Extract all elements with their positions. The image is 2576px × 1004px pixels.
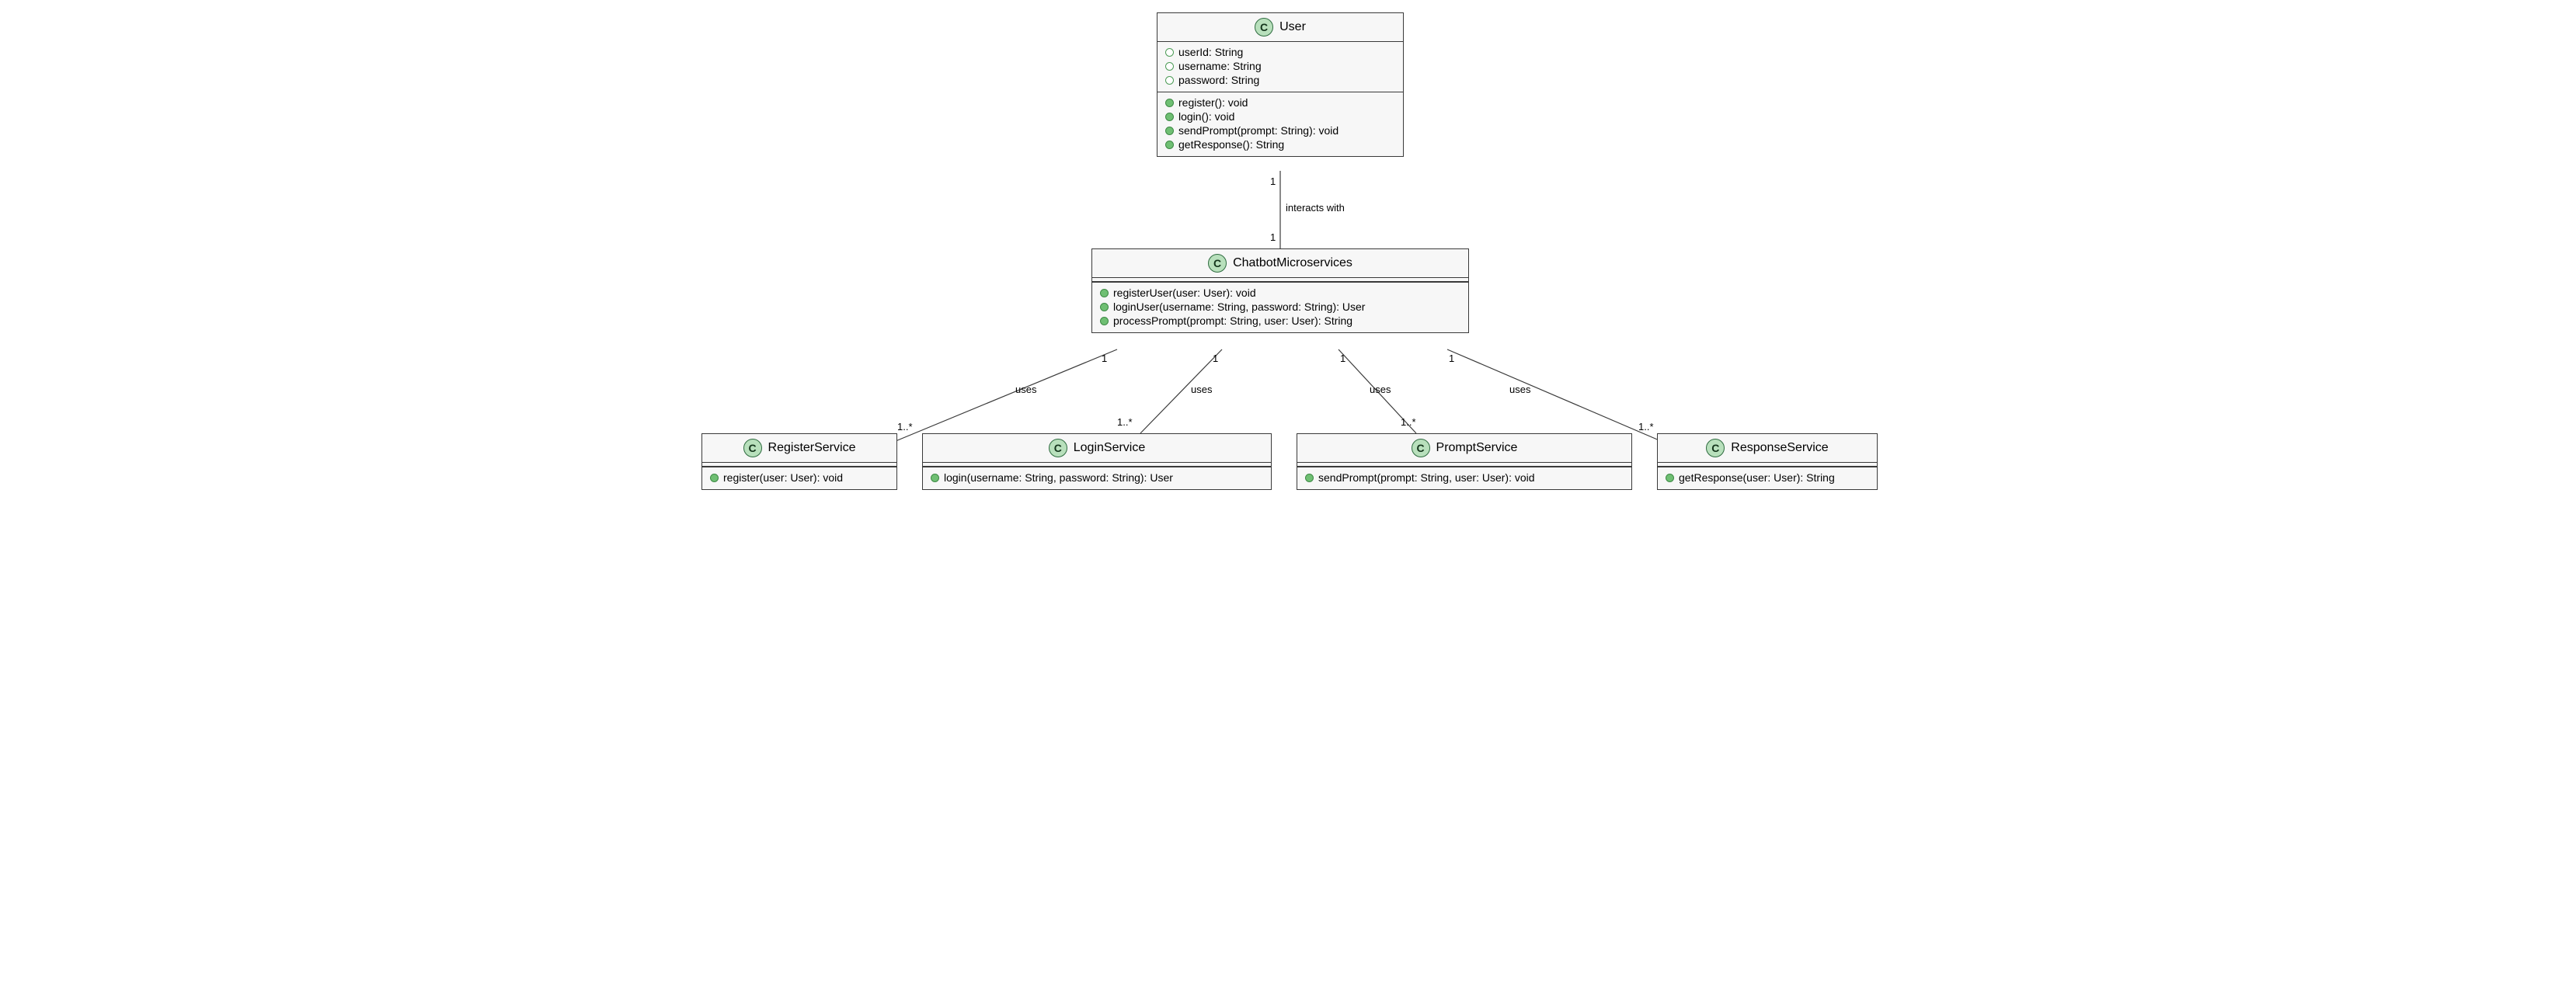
visibility-public-icon bbox=[1100, 289, 1109, 297]
visibility-public-icon bbox=[931, 474, 939, 482]
class-prompt-service: C PromptService sendPrompt(prompt: Strin… bbox=[1297, 433, 1632, 490]
op-text: register(user: User): void bbox=[723, 471, 843, 484]
class-ops: sendPrompt(prompt: String, user: User): … bbox=[1297, 467, 1631, 489]
visibility-private-icon bbox=[1165, 76, 1174, 85]
class-chatbot-microservices: C ChatbotMicroservices registerUser(user… bbox=[1091, 248, 1469, 333]
op: register(): void bbox=[1165, 96, 1395, 109]
class-stereotype-icon: C bbox=[1255, 18, 1273, 36]
edge-label-uses-login: uses bbox=[1191, 384, 1212, 395]
class-name: RegisterService bbox=[768, 441, 856, 455]
class-ops: registerUser(user: User): void loginUser… bbox=[1092, 282, 1468, 332]
op: processPrompt(prompt: String, user: User… bbox=[1100, 314, 1460, 328]
attr-text: username: String bbox=[1178, 60, 1262, 72]
class-ops: register(): void login(): void sendPromp… bbox=[1157, 92, 1403, 156]
op-text: loginUser(username: String, password: St… bbox=[1113, 301, 1365, 313]
class-header: C ResponseService bbox=[1658, 434, 1877, 463]
attr: userId: String bbox=[1165, 45, 1395, 59]
op: login(): void bbox=[1165, 109, 1395, 123]
op: getResponse(): String bbox=[1165, 137, 1395, 151]
visibility-public-icon bbox=[1666, 474, 1674, 482]
class-name: ChatbotMicroservices bbox=[1233, 256, 1352, 270]
op: getResponse(user: User): String bbox=[1666, 471, 1869, 485]
visibility-public-icon bbox=[1100, 303, 1109, 311]
attr: username: String bbox=[1165, 59, 1395, 73]
class-name: User bbox=[1279, 20, 1306, 34]
class-name: LoginService bbox=[1074, 441, 1146, 455]
op: loginUser(username: String, password: St… bbox=[1100, 300, 1460, 314]
mult-prompt-2: 1..* bbox=[1401, 416, 1416, 428]
class-header: C User bbox=[1157, 13, 1403, 42]
edge-label-uses-response: uses bbox=[1509, 384, 1530, 395]
op: registerUser(user: User): void bbox=[1100, 286, 1460, 300]
mult-response-2: 1..* bbox=[1638, 421, 1654, 433]
op: sendPrompt(prompt: String, user: User): … bbox=[1305, 471, 1624, 485]
edge-chatbot-register bbox=[896, 349, 1117, 441]
visibility-public-icon bbox=[1165, 99, 1174, 107]
op-text: processPrompt(prompt: String, user: User… bbox=[1113, 314, 1352, 327]
class-stereotype-icon: C bbox=[1049, 439, 1067, 457]
visibility-public-icon bbox=[1165, 127, 1174, 135]
class-header: C LoginService bbox=[923, 434, 1271, 463]
op-text: registerUser(user: User): void bbox=[1113, 287, 1256, 299]
visibility-public-icon bbox=[1305, 474, 1314, 482]
attr-text: userId: String bbox=[1178, 46, 1243, 58]
mult-login-2: 1..* bbox=[1117, 416, 1133, 428]
mult-register-1: 1 bbox=[1102, 353, 1107, 364]
class-ops: getResponse(user: User): String bbox=[1658, 467, 1877, 489]
attr-text: password: String bbox=[1178, 74, 1259, 86]
op-text: login(): void bbox=[1178, 110, 1234, 123]
class-header: C RegisterService bbox=[702, 434, 896, 463]
class-login-service: C LoginService login(username: String, p… bbox=[922, 433, 1272, 490]
op-text: register(): void bbox=[1178, 96, 1248, 109]
class-header: C ChatbotMicroservices bbox=[1092, 249, 1468, 278]
mult-user-chatbot-1: 1 bbox=[1270, 175, 1276, 187]
visibility-public-icon bbox=[1100, 317, 1109, 325]
visibility-private-icon bbox=[1165, 62, 1174, 71]
class-header: C PromptService bbox=[1297, 434, 1631, 463]
class-stereotype-icon: C bbox=[1412, 439, 1430, 457]
visibility-private-icon bbox=[1165, 48, 1174, 57]
op-text: getResponse(): String bbox=[1178, 138, 1284, 151]
op: sendPrompt(prompt: String): void bbox=[1165, 123, 1395, 137]
op-text: getResponse(user: User): String bbox=[1679, 471, 1835, 484]
mult-register-2: 1..* bbox=[897, 421, 913, 433]
class-stereotype-icon: C bbox=[1208, 254, 1227, 273]
class-ops: login(username: String, password: String… bbox=[923, 467, 1271, 489]
class-ops: register(user: User): void bbox=[702, 467, 896, 489]
class-register-service: C RegisterService register(user: User): … bbox=[701, 433, 897, 490]
visibility-public-icon bbox=[1165, 113, 1174, 121]
op: login(username: String, password: String… bbox=[931, 471, 1263, 485]
mult-login-1: 1 bbox=[1213, 353, 1218, 364]
edge-label-uses-prompt: uses bbox=[1370, 384, 1391, 395]
class-attrs: userId: String username: String password… bbox=[1157, 42, 1403, 92]
class-name: PromptService bbox=[1436, 441, 1518, 455]
visibility-public-icon bbox=[1165, 141, 1174, 149]
class-response-service: C ResponseService getResponse(user: User… bbox=[1657, 433, 1878, 490]
op-text: login(username: String, password: String… bbox=[944, 471, 1173, 484]
class-name: ResponseService bbox=[1731, 441, 1828, 455]
op-text: sendPrompt(prompt: String): void bbox=[1178, 124, 1338, 137]
op: register(user: User): void bbox=[710, 471, 889, 485]
edge-chatbot-response bbox=[1447, 349, 1661, 441]
uml-class-diagram: C User userId: String username: String p… bbox=[694, 8, 1882, 505]
op-text: sendPrompt(prompt: String, user: User): … bbox=[1318, 471, 1535, 484]
class-user: C User userId: String username: String p… bbox=[1157, 12, 1404, 157]
class-stereotype-icon: C bbox=[743, 439, 762, 457]
visibility-public-icon bbox=[710, 474, 719, 482]
class-stereotype-icon: C bbox=[1706, 439, 1725, 457]
edge-label-interacts-with: interacts with bbox=[1286, 202, 1345, 214]
mult-user-chatbot-2: 1 bbox=[1270, 231, 1276, 243]
attr: password: String bbox=[1165, 73, 1395, 87]
mult-prompt-1: 1 bbox=[1340, 353, 1345, 364]
mult-response-1: 1 bbox=[1449, 353, 1454, 364]
edge-label-uses-register: uses bbox=[1015, 384, 1036, 395]
